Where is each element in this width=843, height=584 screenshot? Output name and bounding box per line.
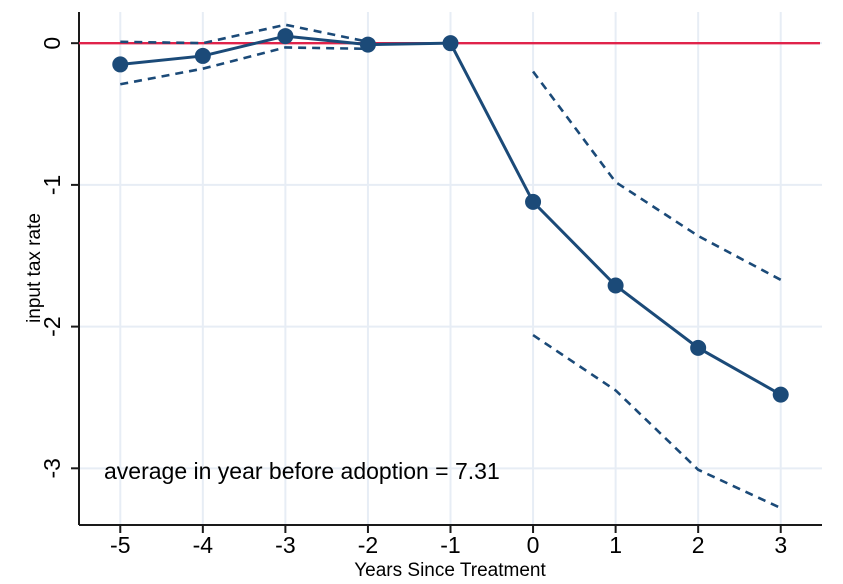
data-point-marker xyxy=(194,47,211,64)
data-point-marker xyxy=(442,35,459,52)
axes xyxy=(71,12,822,533)
data-point-marker xyxy=(525,193,542,210)
x-tick-label: -5 xyxy=(110,532,130,558)
x-tick-label: 2 xyxy=(692,532,705,558)
confidence-interval-lines xyxy=(120,23,782,510)
data-point-marker xyxy=(359,36,376,53)
annotation-text: average in year before adoption = 7.31 xyxy=(104,458,500,484)
y-tick-label: -1 xyxy=(39,175,65,195)
x-tick-label: -3 xyxy=(275,532,295,558)
x-tick-label: 0 xyxy=(527,532,540,558)
ci-lower-95-segment xyxy=(532,334,782,510)
x-tick-label: -2 xyxy=(358,532,378,558)
gridlines xyxy=(79,12,822,525)
x-tick-label: -1 xyxy=(440,532,460,558)
y-tick-label: -2 xyxy=(39,316,65,336)
x-tick-label: 3 xyxy=(774,532,787,558)
x-axis-title: Years Since Treatment xyxy=(354,560,546,581)
x-tick-label: 1 xyxy=(609,532,622,558)
data-point-marker xyxy=(277,28,294,45)
y-tick-label: 0 xyxy=(39,37,65,50)
ci-upper-95-segment xyxy=(532,70,782,281)
y-tick-label: -3 xyxy=(39,458,65,478)
data-point-marker xyxy=(690,339,707,356)
x-tick-label: -4 xyxy=(193,532,214,558)
y-axis-title: input tax rate xyxy=(24,213,45,323)
data-point-marker xyxy=(772,386,789,403)
estimate-markers xyxy=(112,28,789,403)
ci-lower-95-segment xyxy=(120,46,368,86)
data-point-marker xyxy=(607,277,624,294)
data-point-marker xyxy=(112,56,129,73)
tick-labels: -5 -4 -3 -2 -1 0 1 2 3 0 -1 -2 -3 xyxy=(39,37,787,558)
